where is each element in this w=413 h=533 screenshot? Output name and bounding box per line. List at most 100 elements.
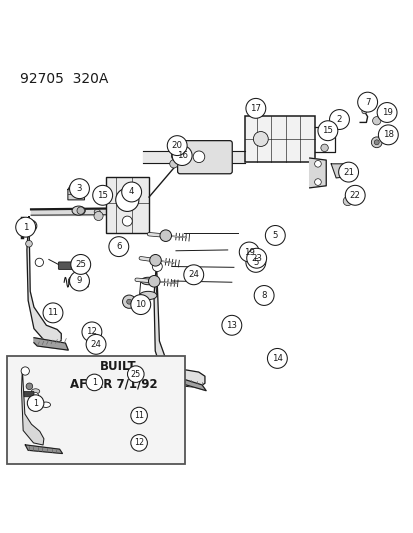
Circle shape [86,334,106,354]
Circle shape [320,144,328,151]
Circle shape [183,265,203,285]
Polygon shape [25,445,62,454]
Text: 5: 5 [252,258,258,267]
Polygon shape [34,338,68,350]
Circle shape [16,217,36,237]
Circle shape [94,212,103,221]
Text: 19: 19 [243,247,254,256]
Circle shape [21,367,29,375]
Ellipse shape [139,292,157,300]
Circle shape [152,262,162,271]
Text: 18: 18 [382,131,393,139]
Circle shape [131,295,150,314]
Text: BUILT: BUILT [99,360,136,373]
Circle shape [377,125,397,145]
Circle shape [115,188,139,212]
Circle shape [171,150,183,161]
FancyBboxPatch shape [24,391,34,397]
Circle shape [221,316,241,335]
Text: 10: 10 [135,300,146,309]
FancyBboxPatch shape [105,177,149,233]
Circle shape [26,383,33,390]
Text: 6: 6 [116,242,121,251]
Circle shape [77,207,84,214]
Ellipse shape [31,389,40,394]
Circle shape [159,230,171,241]
Circle shape [314,179,320,185]
Circle shape [69,271,89,291]
Circle shape [254,286,273,305]
Circle shape [239,242,259,262]
Text: 24: 24 [188,270,199,279]
Circle shape [376,102,396,123]
Circle shape [329,110,349,130]
Circle shape [86,374,102,391]
Circle shape [344,185,364,205]
Circle shape [33,392,38,398]
Circle shape [317,121,337,141]
Circle shape [69,179,89,199]
Circle shape [167,136,187,156]
Text: 14: 14 [271,354,282,363]
Text: 11: 11 [47,309,58,317]
Ellipse shape [94,209,100,214]
Circle shape [150,254,161,266]
Circle shape [27,395,44,411]
Ellipse shape [41,402,50,407]
Circle shape [193,151,204,163]
Text: AFTER 7/1/92: AFTER 7/1/92 [70,377,158,391]
Text: 25: 25 [131,370,140,378]
Polygon shape [27,217,61,344]
Circle shape [361,109,366,114]
Text: 20: 20 [171,141,182,150]
Circle shape [127,366,144,382]
Circle shape [245,99,265,118]
Text: 9: 9 [77,277,82,286]
Circle shape [93,185,112,205]
Circle shape [172,146,192,165]
Text: 3: 3 [76,184,82,193]
Circle shape [148,276,160,287]
Circle shape [82,322,102,342]
Circle shape [314,160,320,167]
Text: 25: 25 [75,260,86,269]
Circle shape [320,128,328,136]
Text: 12: 12 [134,438,144,447]
Polygon shape [164,373,206,391]
Text: 12: 12 [86,327,97,336]
FancyBboxPatch shape [7,356,185,464]
Text: 11: 11 [134,411,144,420]
Circle shape [131,434,147,451]
Circle shape [121,182,141,202]
Circle shape [25,220,37,232]
Text: 17: 17 [250,104,261,113]
Text: 15: 15 [322,126,332,135]
Circle shape [373,140,378,145]
FancyBboxPatch shape [58,262,72,269]
Polygon shape [68,185,84,200]
Circle shape [122,295,135,308]
Text: 7: 7 [364,98,370,107]
Circle shape [267,349,287,368]
Circle shape [126,299,131,304]
Circle shape [245,253,265,272]
Text: 23: 23 [251,254,261,263]
FancyBboxPatch shape [244,116,314,162]
Text: 2: 2 [336,115,342,124]
Text: 15: 15 [97,191,108,200]
FancyBboxPatch shape [177,141,232,174]
Circle shape [172,152,181,161]
Text: 1: 1 [92,378,97,387]
Text: 13: 13 [226,321,237,330]
Circle shape [372,117,380,125]
Circle shape [370,137,381,148]
Ellipse shape [140,277,155,285]
Circle shape [265,225,285,245]
Polygon shape [21,369,44,445]
Polygon shape [330,164,350,178]
Circle shape [26,240,32,247]
Text: 19: 19 [381,108,392,117]
Text: 8: 8 [261,291,266,300]
Text: 92705  320A: 92705 320A [20,72,108,86]
Text: 24: 24 [90,340,101,349]
